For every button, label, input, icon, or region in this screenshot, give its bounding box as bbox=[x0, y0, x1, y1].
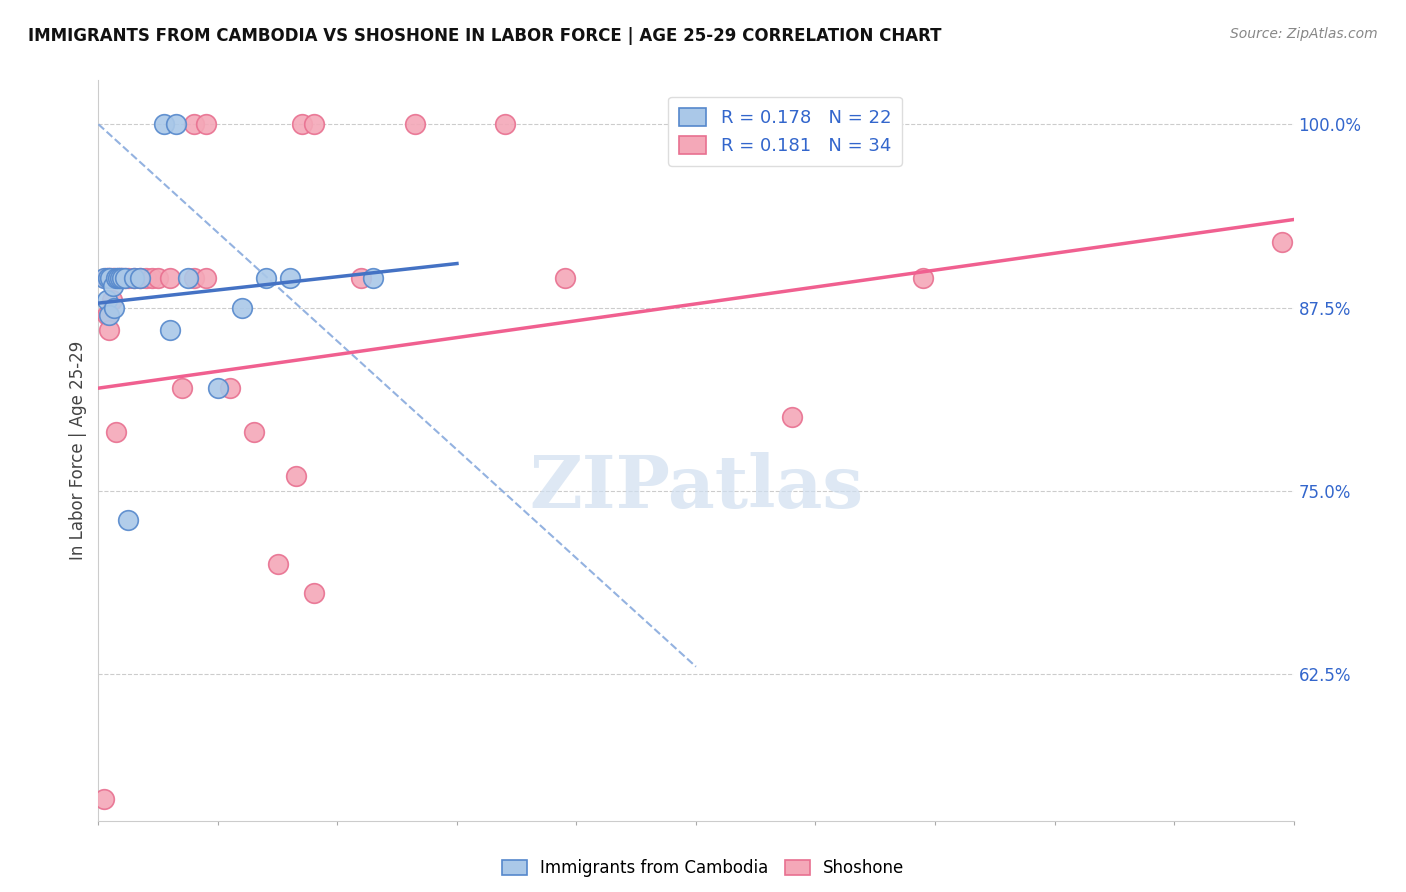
Point bbox=[96, 293, 118, 308]
Point bbox=[105, 425, 128, 439]
Point bbox=[172, 381, 194, 395]
Point bbox=[159, 322, 181, 336]
Point bbox=[107, 271, 129, 285]
Text: Source: ZipAtlas.com: Source: ZipAtlas.com bbox=[1230, 27, 1378, 41]
Point bbox=[141, 271, 163, 285]
Point bbox=[254, 271, 277, 285]
Point bbox=[302, 586, 325, 600]
Point bbox=[911, 271, 934, 285]
Point bbox=[1271, 235, 1294, 249]
Point bbox=[267, 557, 290, 571]
Point bbox=[98, 271, 122, 285]
Point bbox=[108, 271, 131, 285]
Point bbox=[103, 301, 125, 315]
Point bbox=[195, 271, 218, 285]
Point bbox=[97, 271, 120, 285]
Point bbox=[780, 410, 803, 425]
Point bbox=[98, 308, 121, 322]
Point bbox=[363, 271, 385, 285]
Point bbox=[302, 117, 325, 131]
Point bbox=[183, 271, 205, 285]
Point bbox=[93, 791, 115, 805]
Point bbox=[165, 117, 187, 131]
Text: IMMIGRANTS FROM CAMBODIA VS SHOSHONE IN LABOR FORCE | AGE 25-29 CORRELATION CHAR: IMMIGRANTS FROM CAMBODIA VS SHOSHONE IN … bbox=[28, 27, 942, 45]
Point bbox=[117, 513, 139, 527]
Point bbox=[105, 271, 128, 285]
Point bbox=[107, 271, 129, 285]
Point bbox=[117, 271, 139, 285]
Point bbox=[183, 117, 205, 131]
Point bbox=[101, 278, 124, 293]
Point bbox=[159, 271, 181, 285]
Point bbox=[135, 271, 157, 285]
Point bbox=[219, 381, 242, 395]
Point bbox=[284, 469, 307, 483]
Point bbox=[350, 271, 373, 285]
Point bbox=[153, 117, 176, 131]
Point bbox=[111, 271, 134, 285]
Point bbox=[291, 117, 314, 131]
Point bbox=[231, 301, 253, 315]
Text: ZIPatlas: ZIPatlas bbox=[529, 452, 863, 523]
Point bbox=[129, 271, 152, 285]
Point bbox=[114, 271, 136, 285]
Point bbox=[243, 425, 266, 439]
Point bbox=[177, 271, 200, 285]
Point bbox=[494, 117, 516, 131]
Point bbox=[98, 322, 121, 336]
Point bbox=[207, 381, 229, 395]
Point bbox=[96, 308, 118, 322]
Point bbox=[148, 271, 170, 285]
Point bbox=[98, 271, 122, 285]
Point bbox=[278, 271, 301, 285]
Point bbox=[554, 271, 576, 285]
Point bbox=[129, 271, 152, 285]
Point bbox=[404, 117, 426, 131]
Point bbox=[124, 271, 146, 285]
Point bbox=[100, 293, 122, 308]
Point bbox=[97, 271, 120, 285]
Point bbox=[114, 271, 136, 285]
Point bbox=[103, 271, 125, 285]
Point bbox=[94, 271, 117, 285]
Point bbox=[111, 271, 134, 285]
Point bbox=[124, 271, 146, 285]
Y-axis label: In Labor Force | Age 25-29: In Labor Force | Age 25-29 bbox=[69, 341, 87, 560]
Legend: Immigrants from Cambodia, Shoshone: Immigrants from Cambodia, Shoshone bbox=[495, 853, 911, 884]
Point bbox=[108, 271, 131, 285]
Point bbox=[93, 271, 115, 285]
Point bbox=[101, 271, 124, 285]
Point bbox=[195, 117, 218, 131]
Legend: R = 0.178   N = 22, R = 0.181   N = 34: R = 0.178 N = 22, R = 0.181 N = 34 bbox=[668, 96, 903, 166]
